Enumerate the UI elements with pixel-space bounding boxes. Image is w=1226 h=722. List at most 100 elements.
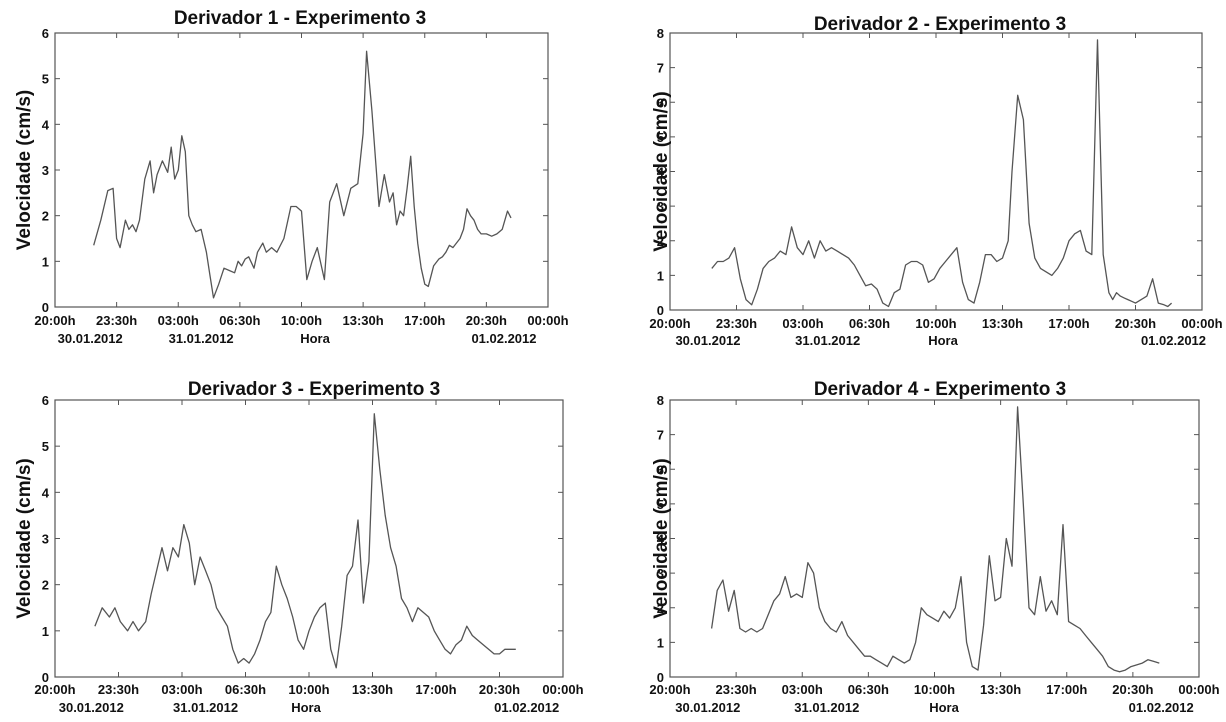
x-tick-label: 13:30h [352, 682, 393, 697]
chart-title: Derivador 3 - Experimento 3 [188, 379, 440, 400]
x-tick-label: 20:00h [34, 682, 75, 697]
y-tick-label: 3 [657, 566, 664, 581]
x-tick-label: 10:00h [914, 682, 955, 697]
x-axis-label: Hora [300, 331, 330, 346]
x-tick-label: 23:30h [96, 313, 137, 328]
date-label: 30.01.2012 [675, 700, 740, 715]
x-tick-label: 10:00h [288, 682, 329, 697]
x-tick-label: 20:30h [1115, 316, 1156, 331]
date-label: 01.02.2012 [471, 331, 536, 346]
chart-panel-2: Derivador 2 - Experimento 3 Velocidade (c… [649, 14, 1222, 348]
x-axis-label: Hora [929, 700, 959, 715]
y-tick-label: 1 [42, 254, 49, 269]
x-tick-label: 03:00h [782, 316, 823, 331]
x-tick-label: 00:00h [542, 682, 583, 697]
x-tick-label: 17:00h [1046, 682, 1087, 697]
plot-area [669, 399, 1200, 678]
date-label: 01.02.2012 [494, 700, 559, 715]
series-line [94, 413, 516, 669]
date-label: 30.01.2012 [58, 331, 123, 346]
y-axis-label: Velocidade (cm/s) [14, 458, 35, 619]
y-tick-label: 0 [42, 300, 49, 315]
x-tick-label: 03:00h [158, 313, 199, 328]
y-tick-label: 7 [657, 61, 664, 76]
x-tick-label: 20:00h [649, 316, 690, 331]
date-label: 30.01.2012 [675, 333, 740, 348]
series-line [93, 50, 512, 299]
y-axis-label: Velocidade (cm/s) [651, 458, 672, 619]
x-tick-label: 03:00h [782, 682, 823, 697]
date-label: 31.01.2012 [795, 333, 860, 348]
y-tick-label: 7 [657, 428, 664, 443]
date-label: 30.01.2012 [59, 700, 124, 715]
x-axis-label: Hora [291, 700, 321, 715]
date-label: 31.01.2012 [794, 700, 859, 715]
y-tick-label: 3 [657, 199, 664, 214]
y-tick-label: 2 [42, 209, 49, 224]
x-tick-label: 06:30h [849, 316, 890, 331]
y-tick-label: 6 [42, 393, 49, 408]
y-tick-label: 5 [657, 497, 664, 512]
y-tick-label: 3 [42, 163, 49, 178]
x-tick-label: 17:00h [404, 313, 445, 328]
y-tick-label: 6 [657, 95, 664, 110]
x-tick-label: 06:30h [225, 682, 266, 697]
x-axis-label: Hora [928, 333, 958, 348]
x-tick-label: 03:00h [161, 682, 202, 697]
x-tick-label: 20:30h [479, 682, 520, 697]
x-tick-label: 13:30h [980, 682, 1021, 697]
x-tick-label: 06:30h [848, 682, 889, 697]
x-tick-label: 23:30h [716, 682, 757, 697]
chart-panel-1: Derivador 1 - Experimento 3 Velocidade (c… [14, 8, 569, 346]
x-tick-label: 00:00h [1178, 682, 1219, 697]
x-tick-label: 17:00h [415, 682, 456, 697]
date-label: 31.01.2012 [169, 331, 234, 346]
y-tick-label: 2 [42, 578, 49, 593]
x-tick-label: 10:00h [915, 316, 956, 331]
date-label: 31.01.2012 [173, 700, 238, 715]
y-tick-label: 4 [42, 485, 50, 500]
y-tick-label: 0 [42, 670, 49, 685]
y-axis-label: Velocidade (cm/s) [651, 91, 672, 252]
chart-panel-3: Derivador 3 - Experimento 3 Velocidade (c… [14, 379, 584, 715]
y-tick-label: 1 [657, 635, 664, 650]
y-tick-label: 1 [42, 624, 49, 639]
y-tick-label: 5 [657, 130, 664, 145]
series-line [710, 406, 1160, 673]
y-tick-label: 6 [42, 26, 49, 41]
y-tick-label: 8 [657, 26, 664, 41]
y-tick-label: 4 [657, 165, 665, 180]
y-axis-label: Velocidade (cm/s) [14, 90, 35, 251]
series-line [711, 39, 1173, 308]
plot-area [54, 399, 564, 678]
x-tick-label: 13:30h [343, 313, 384, 328]
chart-title: Derivador 4 - Experimento 3 [814, 379, 1066, 400]
plot-area [54, 32, 549, 308]
x-tick-label: 20:00h [649, 682, 690, 697]
x-tick-label: 00:00h [1181, 316, 1222, 331]
y-tick-label: 0 [657, 670, 664, 685]
y-tick-label: 5 [42, 439, 49, 454]
x-tick-label: 23:30h [98, 682, 139, 697]
x-tick-label: 23:30h [716, 316, 757, 331]
y-tick-label: 6 [657, 462, 664, 477]
x-tick-label: 06:30h [219, 313, 260, 328]
chart-title: Derivador 2 - Experimento 3 [814, 14, 1066, 35]
y-tick-label: 4 [657, 532, 665, 547]
chart-title: Derivador 1 - Experimento 3 [174, 8, 426, 29]
x-tick-label: 00:00h [527, 313, 568, 328]
plot-area [669, 32, 1203, 311]
y-tick-label: 8 [657, 393, 664, 408]
x-tick-label: 20:00h [34, 313, 75, 328]
x-tick-label: 20:30h [466, 313, 507, 328]
y-tick-label: 0 [657, 303, 664, 318]
y-tick-label: 4 [42, 117, 50, 132]
y-tick-label: 2 [657, 234, 664, 249]
x-tick-label: 13:30h [982, 316, 1023, 331]
y-tick-label: 5 [42, 72, 49, 87]
x-tick-label: 17:00h [1048, 316, 1089, 331]
y-tick-label: 1 [657, 268, 664, 283]
x-tick-label: 20:30h [1112, 682, 1153, 697]
chart-panel-4: Derivador 4 - Experimento 3 Velocidade (c… [649, 379, 1219, 715]
